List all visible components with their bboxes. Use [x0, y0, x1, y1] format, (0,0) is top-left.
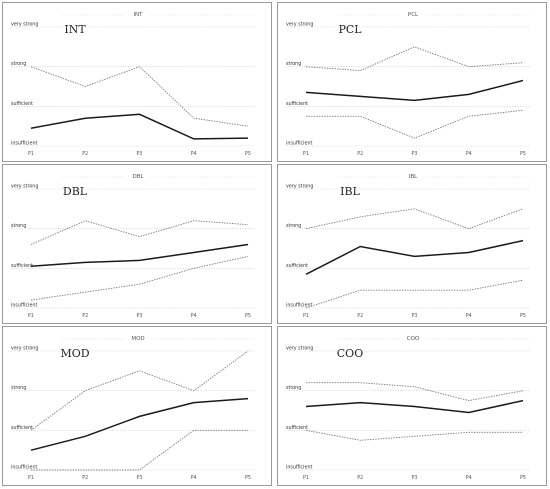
chart-svg: PCL PCL insufficient sufficient strong very s…	[286, 12, 530, 157]
y-level-label: insufficient	[286, 141, 313, 147]
x-tick-label: P1	[28, 475, 34, 481]
series-line-0-dotted	[306, 382, 524, 402]
x-tick-label: P5	[245, 475, 251, 481]
chart-panel-int: INT INT insufficient sufficient strong very s…	[2, 2, 272, 162]
chart-small-title: MOD	[131, 336, 144, 342]
x-tick-label: P5	[245, 151, 251, 157]
x-tick-label: P4	[466, 151, 472, 157]
x-tick-label: P2	[357, 313, 363, 319]
chart-panel-pcl: PCL PCL insufficient sufficient strong very s…	[277, 2, 547, 162]
series-line-0-dotted	[30, 350, 249, 431]
x-tick-label: P2	[357, 151, 363, 157]
y-level-label: very strong	[11, 22, 38, 28]
chart-svg: IBL IBL insufficient sufficient strong very s…	[286, 174, 530, 319]
x-tick-label: P5	[520, 151, 526, 157]
x-tick-label: P1	[303, 475, 309, 481]
x-tick-label: P3	[137, 151, 143, 157]
y-level-label: sufficient	[286, 263, 308, 269]
x-tick-label: P4	[191, 151, 197, 157]
x-tick-label: P1	[303, 151, 309, 157]
series-line-2-dotted	[305, 279, 524, 309]
chart-title: IBL	[340, 185, 360, 198]
chart-panel-mod: MOD MOD insufficient sufficient strong very s…	[2, 326, 272, 486]
y-level-label: sufficient	[286, 101, 308, 107]
series-line-1-solid	[305, 239, 524, 275]
chart-panel-ibl: IBL IBL insufficient sufficient strong very s…	[277, 164, 547, 324]
x-tick-label: P3	[412, 313, 418, 319]
x-tick-label: P2	[82, 151, 88, 157]
series-line-2-dotted	[31, 429, 248, 471]
y-level-label: very strong	[286, 346, 313, 352]
x-tick-label: P4	[466, 475, 472, 481]
chart-title: COO	[337, 347, 363, 360]
y-level-label: sufficient	[11, 263, 33, 269]
chart-svg: MOD MOD insufficient sufficient strong very s…	[11, 336, 255, 481]
chart-panel-coo: COO COO insufficient sufficient strong very s…	[277, 326, 547, 486]
y-level-label: very strong	[11, 184, 38, 190]
series-line-1-solid	[305, 79, 524, 102]
y-level-label: strong	[286, 61, 301, 67]
chart-small-title: IBL	[409, 174, 418, 180]
x-tick-label: P4	[466, 313, 472, 319]
series-line-2-dotted	[30, 255, 249, 301]
y-level-label: sufficient	[286, 425, 308, 431]
series-line-0-dotted	[30, 220, 249, 245]
x-tick-label: P3	[137, 475, 143, 481]
series-line-0-dotted	[30, 66, 249, 127]
y-level-label: insufficient	[286, 465, 313, 471]
y-level-label: strong	[11, 223, 26, 229]
y-level-label: very strong	[286, 184, 313, 190]
chart-title: INT	[64, 23, 86, 36]
chart-title: DBL	[63, 185, 88, 198]
x-tick-label: P1	[28, 151, 34, 157]
chart-small-title: DBL	[132, 174, 144, 180]
x-tick-label: P5	[520, 313, 526, 319]
x-tick-label: P5	[245, 313, 251, 319]
x-tick-label: P3	[412, 151, 418, 157]
chart-small-title: COO	[407, 336, 420, 342]
chart-panel-dbl: DBL DBL insufficient sufficient strong very s…	[2, 164, 272, 324]
x-tick-label: P5	[520, 475, 526, 481]
chart-svg: COO COO insufficient sufficient strong very s…	[286, 336, 530, 481]
x-tick-label: P1	[303, 313, 309, 319]
y-level-label: insufficient	[11, 303, 38, 309]
x-tick-label: P2	[82, 475, 88, 481]
y-level-label: insufficient	[11, 465, 38, 471]
chart-svg: INT INT insufficient sufficient strong very s…	[11, 12, 255, 157]
series-line-2-dotted	[305, 429, 523, 441]
chart-title: MOD	[60, 347, 89, 360]
series-line-2-dotted	[306, 109, 524, 139]
y-level-label: very strong	[11, 346, 38, 352]
x-tick-label: P4	[191, 475, 197, 481]
x-tick-label: P4	[191, 313, 197, 319]
y-level-label: strong	[11, 385, 26, 391]
x-tick-label: P1	[28, 313, 34, 319]
x-tick-label: P2	[82, 313, 88, 319]
series-line-1-solid	[30, 397, 249, 451]
series-line-1-solid	[30, 243, 249, 268]
y-level-label: insufficient	[11, 141, 38, 147]
y-level-label: insufficient	[286, 303, 313, 309]
chart-small-title: INT	[133, 12, 143, 18]
y-level-label: strong	[286, 385, 301, 391]
y-level-label: strong	[286, 223, 301, 229]
y-level-label: sufficient	[11, 425, 33, 431]
chart-title: PCL	[338, 23, 362, 36]
series-line-1-solid	[30, 113, 249, 140]
y-level-label: very strong	[286, 22, 313, 28]
x-tick-label: P2	[357, 475, 363, 481]
series-line-1-solid	[305, 399, 524, 414]
x-tick-label: P3	[137, 313, 143, 319]
y-level-label: sufficient	[11, 101, 33, 107]
chart-svg: DBL DBL insufficient sufficient strong very s…	[11, 174, 255, 319]
x-tick-label: P3	[412, 475, 418, 481]
y-level-label: strong	[11, 61, 26, 67]
series-line-0-dotted	[305, 208, 524, 230]
series-line-0-dotted	[305, 46, 524, 72]
chart-small-title: PCL	[408, 12, 419, 18]
